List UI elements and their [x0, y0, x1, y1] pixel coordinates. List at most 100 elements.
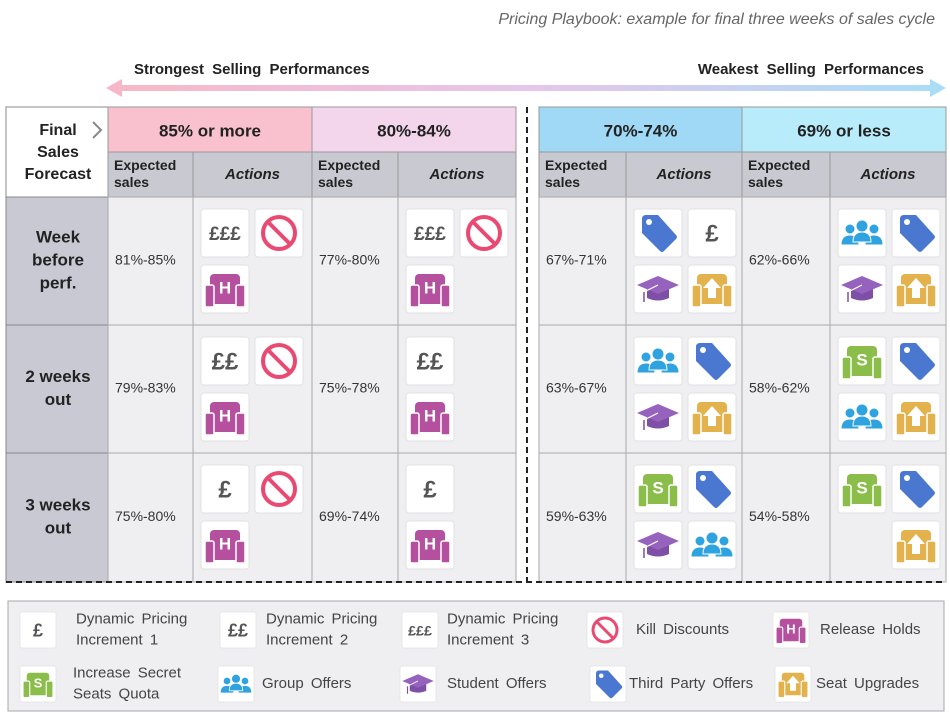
cap-base [851, 289, 873, 301]
icon-bg [19, 611, 57, 649]
sofa-arm [800, 680, 809, 699]
icon-p2: ££ [200, 336, 250, 386]
title: Pricing Playbook: example for final thre… [498, 11, 935, 28]
icon-student [633, 264, 683, 314]
arrow-head [106, 79, 122, 97]
up-arrow [907, 278, 925, 298]
kill-slash [471, 220, 497, 246]
up-arrow [907, 534, 925, 554]
row-label: 2 weeks [25, 367, 90, 386]
icon-glyph: £££ [408, 623, 432, 639]
icon-secret: S [633, 464, 683, 514]
sofa-arm [440, 412, 451, 436]
sofa-back [26, 672, 50, 696]
sofa-back [847, 346, 877, 376]
icon-glyph: S [856, 350, 867, 369]
chevron [92, 121, 103, 139]
sofa-arm [798, 626, 807, 645]
row-label: out [45, 390, 72, 409]
legend-label: Dynamic Pricing [447, 610, 558, 627]
icon-glyph: ££ [212, 348, 239, 375]
icon-group [837, 208, 887, 258]
row-label: 3 weeks [25, 495, 90, 514]
column-header [311, 106, 517, 153]
icon-group [837, 392, 887, 442]
column-header [107, 106, 313, 153]
up-arrow [703, 278, 721, 298]
sofa-arm [409, 412, 420, 436]
head [705, 531, 719, 545]
tassel [643, 284, 659, 293]
icon-student [633, 392, 683, 442]
icon-glyph: £ [33, 620, 43, 640]
sofa-arm [204, 540, 215, 564]
legend-label: Increment 2 [266, 631, 348, 648]
legend-label: Release Holds [820, 621, 921, 638]
tag-hole [700, 347, 706, 353]
expected-sales: 58%-62% [749, 380, 810, 396]
head [855, 219, 869, 233]
icon-group [687, 520, 737, 570]
expected-sales: 69%-74% [319, 508, 380, 524]
sofa-arm [45, 680, 54, 699]
sofa-back [415, 402, 445, 432]
legend-label: Third Party Offers [629, 675, 753, 692]
sofa-arm [895, 540, 906, 564]
icon-glyph: H [424, 278, 436, 297]
icon-upgrade [687, 392, 737, 442]
head [640, 351, 652, 363]
icon-bg [200, 208, 250, 258]
icon-secret: S [19, 665, 57, 703]
sofa-arm [872, 484, 883, 508]
icon-upgrade [774, 665, 812, 703]
expected-sales: 75%-78% [319, 380, 380, 396]
icon-glyph: £ [423, 476, 437, 503]
subheader-label: sales [318, 174, 353, 190]
head [868, 407, 880, 419]
icon-tag [891, 208, 941, 258]
icon-p1: £ [405, 464, 455, 514]
icon-p2: ££ [219, 611, 257, 649]
row-label: perf. [40, 273, 77, 292]
tag-hole [700, 475, 706, 481]
icon-kill [586, 611, 624, 649]
icon-bg [405, 208, 455, 258]
icon-glyph: H [219, 406, 231, 425]
sofa-arm [440, 284, 451, 308]
column-header-label: 85% or more [159, 121, 261, 140]
icon-glyph: £ [218, 476, 232, 503]
column-header [741, 106, 947, 153]
icon-secret: S [837, 464, 887, 514]
legend-label: Seat Upgrades [816, 675, 919, 692]
legend-label: Student Offers [447, 675, 546, 692]
tag-hole [904, 219, 910, 225]
up-arrow [703, 406, 721, 426]
icon-p3: £££ [405, 208, 455, 258]
head [718, 535, 730, 547]
legend-label: Group Offers [262, 675, 351, 692]
cell [538, 196, 627, 326]
sofa-arm [235, 284, 246, 308]
head [844, 407, 856, 419]
sofa-arm [722, 284, 733, 308]
subheader [829, 151, 947, 198]
sofa-back [415, 530, 445, 560]
tag-hole [646, 219, 652, 225]
up-arrow [786, 675, 800, 691]
row-header [5, 324, 109, 454]
tag-hole [599, 673, 604, 678]
expected-sales: 59%-63% [546, 508, 607, 524]
icon-upgrade [891, 520, 941, 570]
expected-sales: 79%-83% [115, 380, 176, 396]
head [855, 403, 869, 417]
expected-sales: 54%-58% [749, 508, 810, 524]
body [852, 415, 872, 427]
icon-kill [254, 208, 304, 258]
sofa-arm [637, 484, 648, 508]
expected-sales: 63%-67% [546, 380, 607, 396]
icon-glyph: S [34, 675, 43, 690]
cell [538, 452, 627, 583]
sofa-back [210, 274, 240, 304]
sofa-back [415, 274, 445, 304]
